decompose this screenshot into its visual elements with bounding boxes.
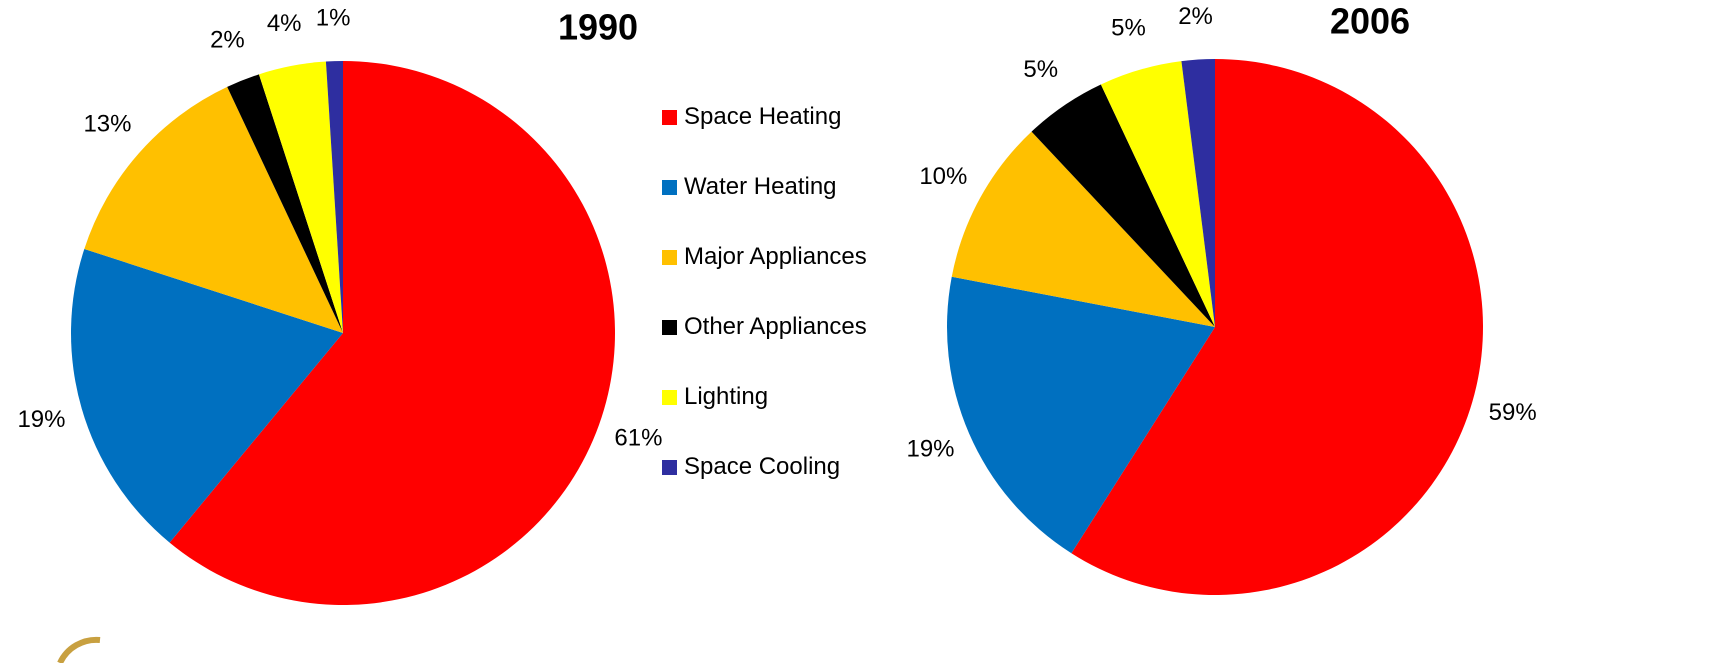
legend-swatch [662,250,677,265]
legend-label: Space Heating [684,103,842,130]
data-label: 59% [1489,399,1537,426]
pie-slice [1181,59,1215,327]
data-label: 13% [83,111,131,138]
pie-slice [227,74,343,334]
logo [57,636,101,663]
legend-swatch [662,390,677,405]
legend-swatch [662,180,677,195]
pie-slice [1031,84,1215,327]
pie-slice [1071,59,1483,595]
legend-label: Lighting [684,383,769,410]
data-label: 2% [1178,3,1213,30]
data-label: 61% [614,425,662,452]
legend-label: Other Appliances [684,313,867,340]
legend-label: Space Cooling [684,453,841,480]
data-label: 4% [267,10,302,37]
pie-slice [258,61,343,333]
pie-slice [947,276,1215,554]
pie-slice [1100,61,1215,328]
pie-slice [951,131,1215,327]
data-label: 19% [17,406,65,433]
pie-slice [325,61,343,333]
pie-slice [169,61,616,605]
data-label: 5% [1023,56,1058,83]
legend-label: Major Appliances [684,243,867,270]
data-label: 10% [919,163,967,190]
chart-title: 2006 [1330,1,1410,42]
data-label: 5% [1111,15,1146,42]
legend-swatch [662,110,677,125]
legend-swatch [662,320,677,335]
pie-slice [84,86,344,333]
chart-title: 1990 [558,7,638,48]
data-label: 1% [316,4,351,31]
data-label: 2% [210,26,245,53]
data-label: 19% [906,435,954,462]
legend-label: Water Heating [684,173,837,200]
legend-swatch [662,460,677,475]
pie-slice [71,248,344,543]
